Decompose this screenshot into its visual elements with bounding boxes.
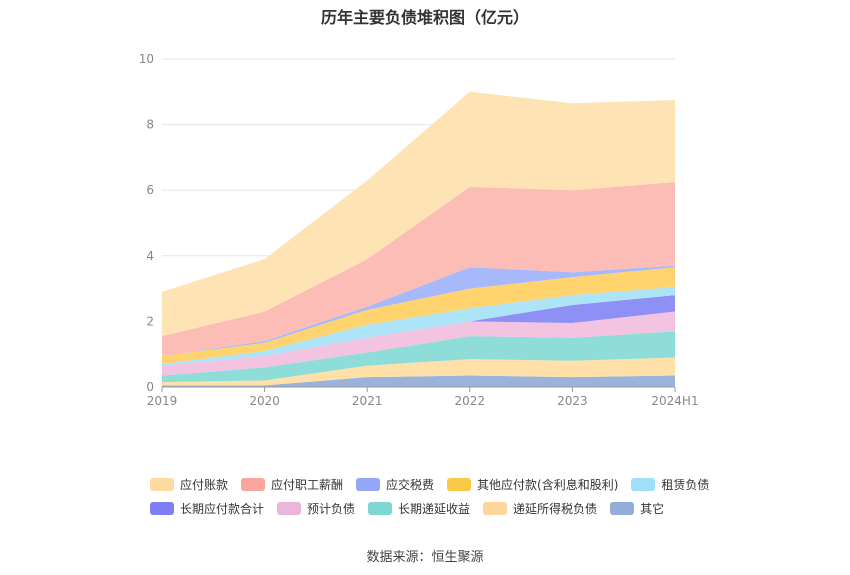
y-tick-label: 4 <box>146 249 154 263</box>
legend-label: 租赁负债 <box>661 477 710 492</box>
legend-item[interactable]: 租赁负债 <box>631 476 709 493</box>
legend-item[interactable]: 应付职工薪酬 <box>241 476 343 493</box>
area-series[interactable] <box>162 357 675 386</box>
y-tick-label: 8 <box>146 118 154 132</box>
legend-label: 应付账款 <box>180 477 229 492</box>
legend-swatch <box>483 501 508 515</box>
area-series[interactable] <box>162 311 675 376</box>
y-tick-label: 2 <box>146 314 154 328</box>
y-tick-label: 10 <box>139 52 154 66</box>
legend-label: 其它 <box>640 501 665 516</box>
legend-label: 应交税费 <box>386 477 435 492</box>
area-series[interactable] <box>162 265 675 356</box>
area-series[interactable] <box>162 91 675 337</box>
legend-swatch <box>277 501 302 515</box>
legend-item[interactable]: 应付账款 <box>150 476 228 493</box>
legend-swatch <box>150 501 174 515</box>
legend-swatch <box>610 501 635 515</box>
legend-swatch <box>356 477 381 491</box>
chart-title: 历年主要负债堆积图（亿元） <box>320 8 529 27</box>
legend-swatch <box>241 477 266 491</box>
source-note: 数据来源：恒生聚源 <box>366 550 484 565</box>
legend-swatch <box>368 501 393 515</box>
y-tick-label: 0 <box>146 380 154 394</box>
legend-label: 其他应付款(含利息和股利) <box>477 477 619 492</box>
legend-item[interactable]: 递延所得税负债 <box>483 500 597 517</box>
legend-item[interactable]: 长期应付款合计 <box>150 500 264 517</box>
legend-item[interactable]: 其他应付款(含利息和股利) <box>447 476 618 493</box>
x-tick-label: 2020 <box>249 394 280 408</box>
legend-label: 应付职工薪酬 <box>271 477 344 492</box>
legend-row: 长期应付款合计 预计负债 长期递延收益 递延所得税负债 其它 <box>150 496 750 520</box>
stacked-area-chart: 0 2 4 6 8 10 2019 2020 2021 2022 2023 2024H1 <box>139 52 699 408</box>
area-series[interactable] <box>162 182 675 356</box>
area-series[interactable] <box>162 267 675 365</box>
x-tick-label: 2019 <box>147 394 178 408</box>
legend-label: 长期递延收益 <box>398 501 471 516</box>
legend-item[interactable]: 预计负债 <box>277 500 355 517</box>
area-series[interactable] <box>162 295 675 366</box>
x-tick-label: 2023 <box>557 394 588 408</box>
area-series[interactable] <box>162 375 675 387</box>
legend: 应付账款 应付职工薪酬 应交税费 其他应付款(含利息和股利) 租赁负债长期应付款合计 预计… <box>150 472 750 520</box>
legend-swatch <box>631 477 656 491</box>
legend-item[interactable]: 应交税费 <box>356 476 434 493</box>
legend-row: 应付账款 应付职工薪酬 应交税费 其他应付款(含利息和股利) 租赁负债 <box>150 472 750 496</box>
legend-item[interactable]: 其它 <box>610 500 664 517</box>
area-series[interactable] <box>162 331 675 383</box>
legend-swatch <box>447 477 472 491</box>
area-series[interactable] <box>162 286 675 366</box>
x-tick-label: 2021 <box>352 394 383 408</box>
area-series-group <box>162 91 675 387</box>
legend-swatch <box>150 477 174 491</box>
x-tick-label: 2024H1 <box>651 394 698 408</box>
legend-label: 递延所得税负债 <box>513 501 598 516</box>
axes: 0 2 4 6 8 10 2019 2020 2021 2022 2023 2024H1 <box>139 52 699 408</box>
legend-label: 预计负债 <box>307 501 356 516</box>
legend-label: 长期应付款合计 <box>180 501 265 516</box>
y-tick-label: 6 <box>146 183 154 197</box>
x-tick-label: 2022 <box>455 394 486 408</box>
legend-item[interactable]: 长期递延收益 <box>368 500 470 517</box>
